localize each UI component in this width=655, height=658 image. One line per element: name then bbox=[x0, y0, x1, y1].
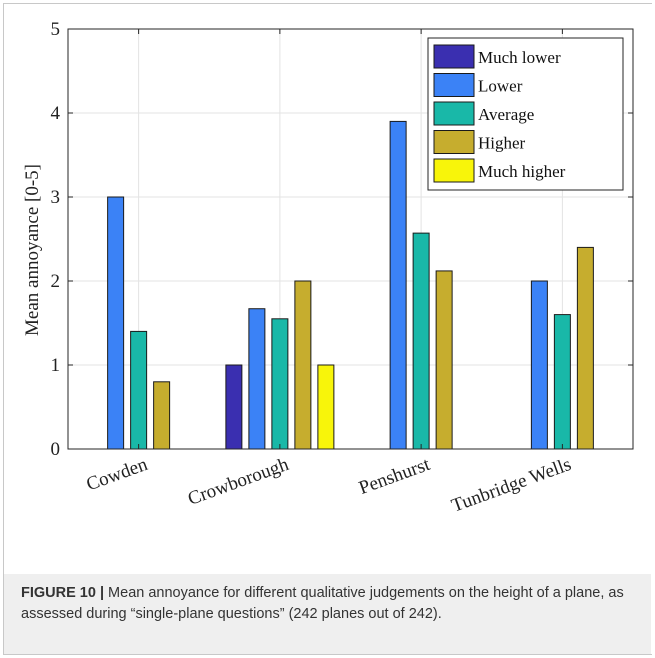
bar-lower bbox=[530, 280, 548, 450]
bar-much-higher bbox=[317, 364, 335, 450]
bar-lower bbox=[107, 196, 125, 450]
bar-much-lower bbox=[225, 364, 243, 450]
legend-label: Lower bbox=[478, 77, 523, 96]
bar-average bbox=[130, 330, 148, 450]
plot-box bbox=[67, 28, 634, 450]
x-tick-label: Penshurst bbox=[356, 454, 433, 499]
legend-swatch bbox=[433, 158, 475, 183]
legend-swatch bbox=[433, 101, 475, 126]
legend-swatch bbox=[433, 130, 475, 154]
caption-figure-number: FIGURE 10 | bbox=[21, 585, 105, 601]
bar-lower bbox=[248, 308, 266, 450]
figure-caption: FIGURE 10 | Mean annoyance for different… bbox=[21, 583, 641, 625]
legend: Much lower Lower Average Higher Much higher bbox=[427, 37, 624, 191]
bar-lower bbox=[389, 120, 407, 450]
legend-label: Higher bbox=[478, 134, 526, 153]
figure-frame bbox=[3, 3, 652, 655]
legend-swatch bbox=[433, 73, 475, 97]
y-tick-label: 3 bbox=[51, 187, 61, 208]
bar-higher bbox=[294, 280, 312, 450]
bar-higher bbox=[153, 381, 171, 450]
legend-label: Much higher bbox=[478, 162, 566, 181]
x-tick-label: Cowden bbox=[84, 454, 151, 496]
caption-text: Mean annoyance for different qualitative… bbox=[21, 585, 624, 622]
legend-label: Average bbox=[478, 105, 534, 124]
bar-higher bbox=[576, 246, 594, 450]
bar-average bbox=[271, 318, 289, 450]
x-tick-label: Tunbridge Wells bbox=[449, 454, 574, 517]
y-axis-title: Mean annoyance [0-5] bbox=[22, 164, 43, 336]
legend-swatch bbox=[433, 44, 475, 69]
bar-average bbox=[412, 232, 430, 450]
bar-average bbox=[553, 314, 571, 450]
y-tick-label: 5 bbox=[51, 19, 61, 40]
bar-chart: 0 1 2 3 4 5 Cowden Crowborough Penshurst Tunbridg… bbox=[22, 19, 634, 517]
y-tick-label: 1 bbox=[51, 355, 61, 376]
x-tick-label: Crowborough bbox=[185, 454, 292, 510]
y-tick-label: 2 bbox=[51, 271, 61, 292]
y-tick-label: 4 bbox=[51, 103, 61, 124]
y-tick-label: 0 bbox=[51, 439, 61, 460]
bar-higher bbox=[435, 270, 453, 450]
legend-label: Much lower bbox=[478, 48, 561, 67]
caption-background bbox=[4, 574, 651, 654]
